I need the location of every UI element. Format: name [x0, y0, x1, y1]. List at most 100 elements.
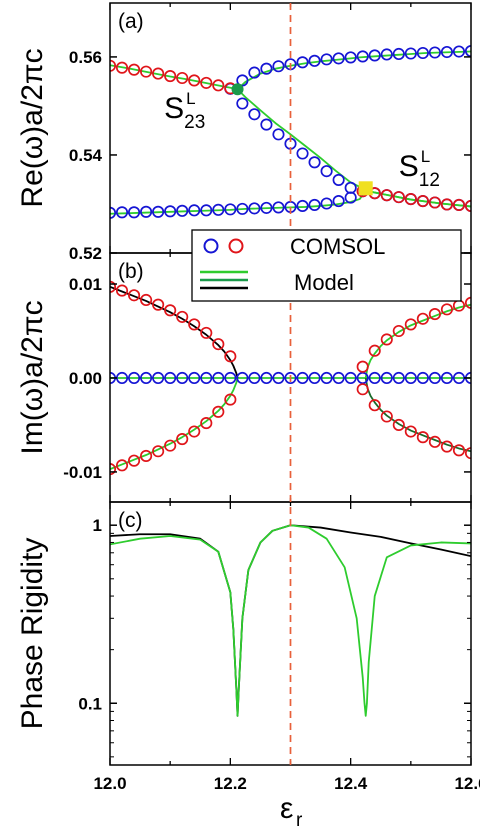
- comsol-marker: [332, 173, 345, 187]
- comsol-marker: [200, 371, 213, 385]
- legend-marker-red: [228, 238, 244, 254]
- x-axis-title-sub: r: [296, 810, 303, 831]
- y-axis-title: Phase Rigidity: [16, 538, 49, 730]
- plot-area: [110, 44, 471, 219]
- comsol-marker: [272, 371, 285, 385]
- comsol-marker: [356, 50, 369, 63]
- comsol-marker: [140, 449, 153, 463]
- comsol-marker: [308, 198, 321, 212]
- legend-marker-blue: [203, 238, 219, 254]
- comsol-marker: [128, 371, 141, 385]
- y-tick-label: 1: [93, 516, 102, 535]
- comsol-marker: [212, 338, 225, 351]
- y-tick-label: -0.01: [63, 463, 102, 482]
- comsol-marker: [416, 46, 429, 60]
- annotation-sup: L: [186, 89, 195, 108]
- comsol-marker: [392, 324, 405, 338]
- comsol-marker: [200, 417, 213, 430]
- annotation-main: S: [164, 92, 184, 125]
- comsol-marker: [152, 205, 165, 218]
- comsol-marker: [296, 147, 309, 160]
- comsol-marker: [236, 97, 249, 110]
- comsol-marker: [128, 289, 141, 302]
- comsol-marker: [440, 45, 453, 59]
- comsol-series-1: [110, 280, 471, 373]
- comsol-marker: [380, 189, 393, 202]
- comsol-marker: [296, 199, 309, 212]
- comsol-marker: [380, 410, 393, 423]
- comsol-marker: [224, 393, 237, 406]
- comsol-marker: [140, 65, 153, 78]
- annotation-s23: S L 23: [164, 89, 205, 133]
- overlay: COMSOL Model: [191, 3, 462, 765]
- comsol-marker: [188, 204, 201, 217]
- comsol-marker: [404, 47, 417, 60]
- exceptional-point-S12L: [358, 181, 373, 196]
- comsol-marker: [428, 435, 441, 448]
- comsol-marker: [380, 371, 393, 385]
- comsol-marker: [296, 371, 309, 385]
- comsol-marker: [320, 197, 333, 210]
- comsol-marker: [128, 454, 141, 467]
- comsol-marker: [356, 383, 369, 396]
- panel-label: (b): [118, 260, 144, 283]
- comsol-marker: [404, 425, 417, 438]
- y-tick-label: 0.56: [69, 48, 102, 67]
- comsol-marker: [452, 198, 466, 212]
- legend-label-comsol: COMSOL: [290, 234, 385, 259]
- exceptional-point-S23L: [231, 83, 244, 96]
- comsol-marker: [248, 108, 261, 121]
- annotation-sub: 12: [419, 170, 440, 191]
- comsol-marker: [140, 293, 153, 307]
- comsol-marker: [200, 76, 213, 89]
- comsol-marker: [128, 206, 141, 219]
- comsol-marker: [428, 371, 441, 385]
- comsol-marker: [320, 371, 333, 385]
- comsol-marker: [416, 371, 429, 385]
- comsol-marker: [368, 344, 381, 357]
- y-tick-label: 0.00: [69, 369, 102, 388]
- comsol-marker: [212, 405, 225, 418]
- comsol-marker: [236, 74, 249, 87]
- comsol-marker: [272, 60, 285, 73]
- comsol-marker: [344, 181, 357, 194]
- comsol-marker: [248, 202, 261, 215]
- comsol-marker: [128, 63, 141, 76]
- x-tick-label: 12.2: [214, 774, 247, 793]
- comsol-series-2: [236, 97, 357, 194]
- y-tick-label: 0.1: [78, 694, 102, 713]
- comsol-marker: [404, 193, 417, 206]
- panel-label: (a): [118, 10, 144, 33]
- y-tick-label: 0.52: [69, 244, 102, 263]
- comsol-marker: [404, 318, 417, 331]
- comsol-marker: [260, 201, 273, 214]
- comsol-marker: [152, 371, 165, 385]
- comsol-marker: [176, 204, 189, 217]
- comsol-marker: [176, 432, 189, 446]
- comsol-marker: [272, 128, 285, 141]
- comsol-marker: [248, 66, 261, 79]
- comsol-marker: [368, 371, 381, 385]
- comsol-marker: [272, 201, 285, 214]
- y-axis-title: Re(ω)a/2πc: [16, 48, 49, 207]
- comsol-marker: [236, 202, 249, 215]
- comsol-marker: [212, 371, 225, 385]
- comsol-marker: [368, 49, 381, 62]
- comsol-marker: [188, 318, 201, 331]
- comsol-series-0: [110, 371, 471, 385]
- comsol-marker: [248, 371, 261, 385]
- plot-area: [110, 280, 471, 476]
- comsol-marker: [332, 52, 345, 65]
- legend: COMSOL Model: [191, 229, 462, 302]
- comsol-marker: [115, 61, 129, 74]
- annotation-s12: S L 12: [399, 147, 440, 191]
- x-axis-title-main: ε: [280, 792, 293, 825]
- annotation-sup: L: [421, 147, 430, 166]
- comsol-marker: [320, 165, 333, 178]
- comsol-marker: [452, 444, 466, 457]
- annotation-sub: 23: [184, 112, 205, 133]
- y-tick-label: 0.54: [69, 146, 103, 165]
- comsol-marker: [176, 371, 189, 385]
